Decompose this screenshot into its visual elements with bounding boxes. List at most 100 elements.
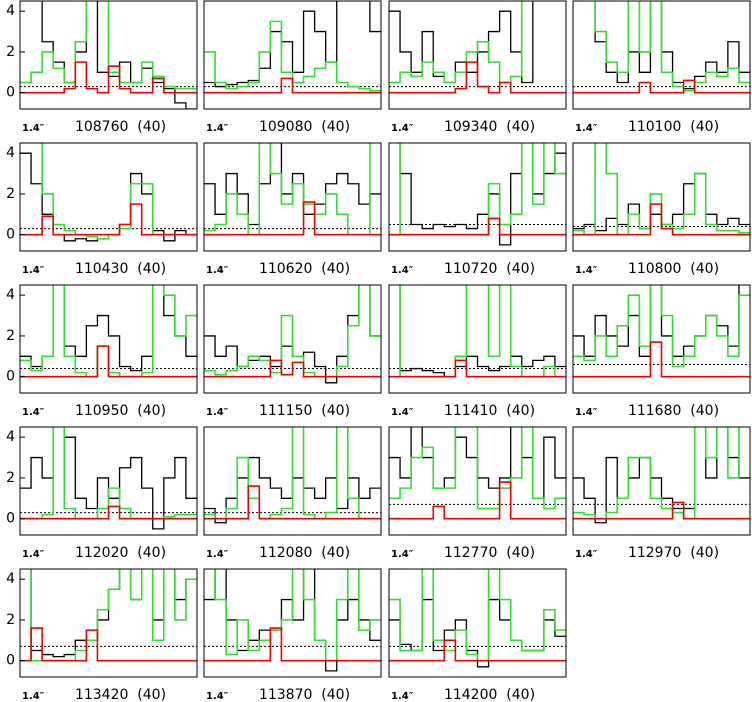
plot-area [389, 1, 566, 94]
scale-label: 1.4″ [206, 123, 229, 134]
spectrum-line [573, 427, 740, 520]
panel-title: 110620 (40) [259, 261, 350, 277]
plot-area [573, 427, 750, 524]
panel-title: 113870 (40) [259, 687, 350, 702]
plot-area [204, 427, 381, 524]
scale-label: 1.4″ [391, 265, 414, 276]
scale-label: 1.4″ [391, 123, 414, 134]
y-tick-label: 0 [6, 227, 15, 243]
y-tick-label: 0 [6, 653, 15, 669]
panel: 0 2 4 1.4″ 108760 (40) [6, 0, 198, 135]
y-tick-label: 0 [6, 369, 15, 385]
spectrum-line [30, 569, 197, 662]
y-tick-label: 2 [6, 328, 15, 344]
plot-area [573, 1, 750, 94]
spectrum-line [20, 152, 197, 242]
panel: 1.4″ 110620 (40) [203, 142, 382, 277]
panel: 1.4″ 112770 (40) [388, 426, 567, 561]
panel-title: 111410 (40) [444, 403, 535, 419]
panel-frame [203, 284, 382, 394]
scale-label: 1.4″ [391, 549, 414, 560]
y-tick-label: 4 [6, 287, 15, 303]
panel-title: 108760 (40) [75, 119, 166, 135]
spectrum-line [204, 143, 371, 236]
scale-label: 1.4″ [391, 691, 414, 702]
plot-area [204, 1, 381, 94]
scale-label: 1.4″ [22, 265, 45, 276]
plot-area [20, 285, 197, 378]
panel-title: 110950 (40) [75, 403, 166, 419]
panel-frame [203, 568, 382, 678]
panel-title: 112770 (40) [444, 545, 535, 561]
spectrum-line [573, 501, 750, 520]
plot-area [389, 143, 566, 246]
spectrum-line [204, 285, 381, 378]
spectrum-line [389, 217, 566, 236]
spectrum-line [573, 341, 750, 378]
panel-title: 110720 (40) [444, 261, 535, 277]
panel-title: 111680 (40) [628, 403, 719, 419]
panel: 1.4″ 111410 (40) [388, 284, 567, 419]
scale-label: 1.4″ [575, 265, 598, 276]
panel-frame [203, 0, 382, 110]
panel: 1.4″ 109080 (40) [203, 0, 382, 135]
spectrum-line [214, 569, 381, 662]
spectrum-line [573, 143, 750, 236]
spectrum-line [41, 143, 197, 240]
plot-area [389, 569, 566, 668]
panel-title: 110430 (40) [75, 261, 166, 277]
spectrum-line [399, 285, 566, 378]
panel-frame [19, 426, 198, 536]
plot-area [204, 569, 381, 672]
spectrum-line [204, 1, 381, 88]
plot-area [20, 143, 197, 242]
panel-title: 112080 (40) [259, 545, 350, 561]
panel-title: 110100 (40) [628, 119, 719, 135]
scale-label: 1.4″ [22, 549, 45, 560]
panel-title: 113420 (40) [75, 687, 166, 702]
spectrum-line [399, 143, 566, 246]
spectrum-line [389, 639, 566, 662]
y-tick-label: 4 [6, 3, 15, 19]
plot-area [573, 285, 750, 378]
y-tick-label: 2 [6, 612, 15, 628]
y-tick-label: 0 [6, 511, 15, 527]
scale-label: 1.4″ [22, 691, 45, 702]
panel: 1.4″ 110720 (40) [388, 142, 567, 277]
scale-label: 1.4″ [22, 123, 45, 134]
spectrum-line [389, 481, 566, 520]
spectrum-line [204, 201, 381, 236]
scale-label: 1.4″ [206, 265, 229, 276]
spectrum-line [20, 61, 197, 94]
panel-frame [572, 142, 751, 252]
panel-frame [388, 568, 567, 678]
panel-frame [203, 426, 382, 536]
panel-frame [19, 0, 198, 110]
panel-frame [388, 284, 567, 394]
panel: 1.4″ 111680 (40) [572, 284, 751, 419]
spectrum-line [389, 427, 566, 510]
panel-title: 112970 (40) [628, 545, 719, 561]
y-tick-label: 0 [6, 85, 15, 101]
panel: 1.4″ 112970 (40) [572, 426, 751, 561]
spectrum-line [204, 143, 381, 226]
panel-frame [388, 142, 567, 252]
spectrum-line [573, 79, 750, 94]
panel: 1.4″ 113870 (40) [203, 568, 382, 702]
spectrum-line [594, 1, 750, 92]
panel: 1.4″ 111150 (40) [203, 284, 382, 419]
panel-title: 111150 (40) [259, 403, 350, 419]
scale-label: 1.4″ [575, 549, 598, 560]
plot-area [389, 427, 566, 520]
spectrum-line [204, 20, 381, 92]
plot-area [573, 143, 750, 236]
panel: 1.4″ 110800 (40) [572, 142, 751, 277]
spectrum-line [204, 359, 381, 378]
spectrum-line [573, 427, 750, 524]
panel: 1.4″ 110100 (40) [572, 0, 751, 135]
scale-label: 1.4″ [22, 407, 45, 418]
scale-label: 1.4″ [206, 407, 229, 418]
panel: 0 2 4 1.4″ 112020 (40) [6, 426, 198, 561]
